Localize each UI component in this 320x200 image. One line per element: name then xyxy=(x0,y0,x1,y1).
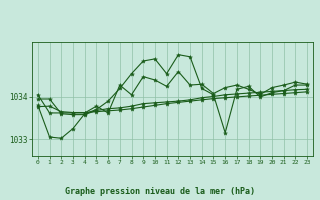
Text: Graphe pression niveau de la mer (hPa): Graphe pression niveau de la mer (hPa) xyxy=(65,187,255,196)
